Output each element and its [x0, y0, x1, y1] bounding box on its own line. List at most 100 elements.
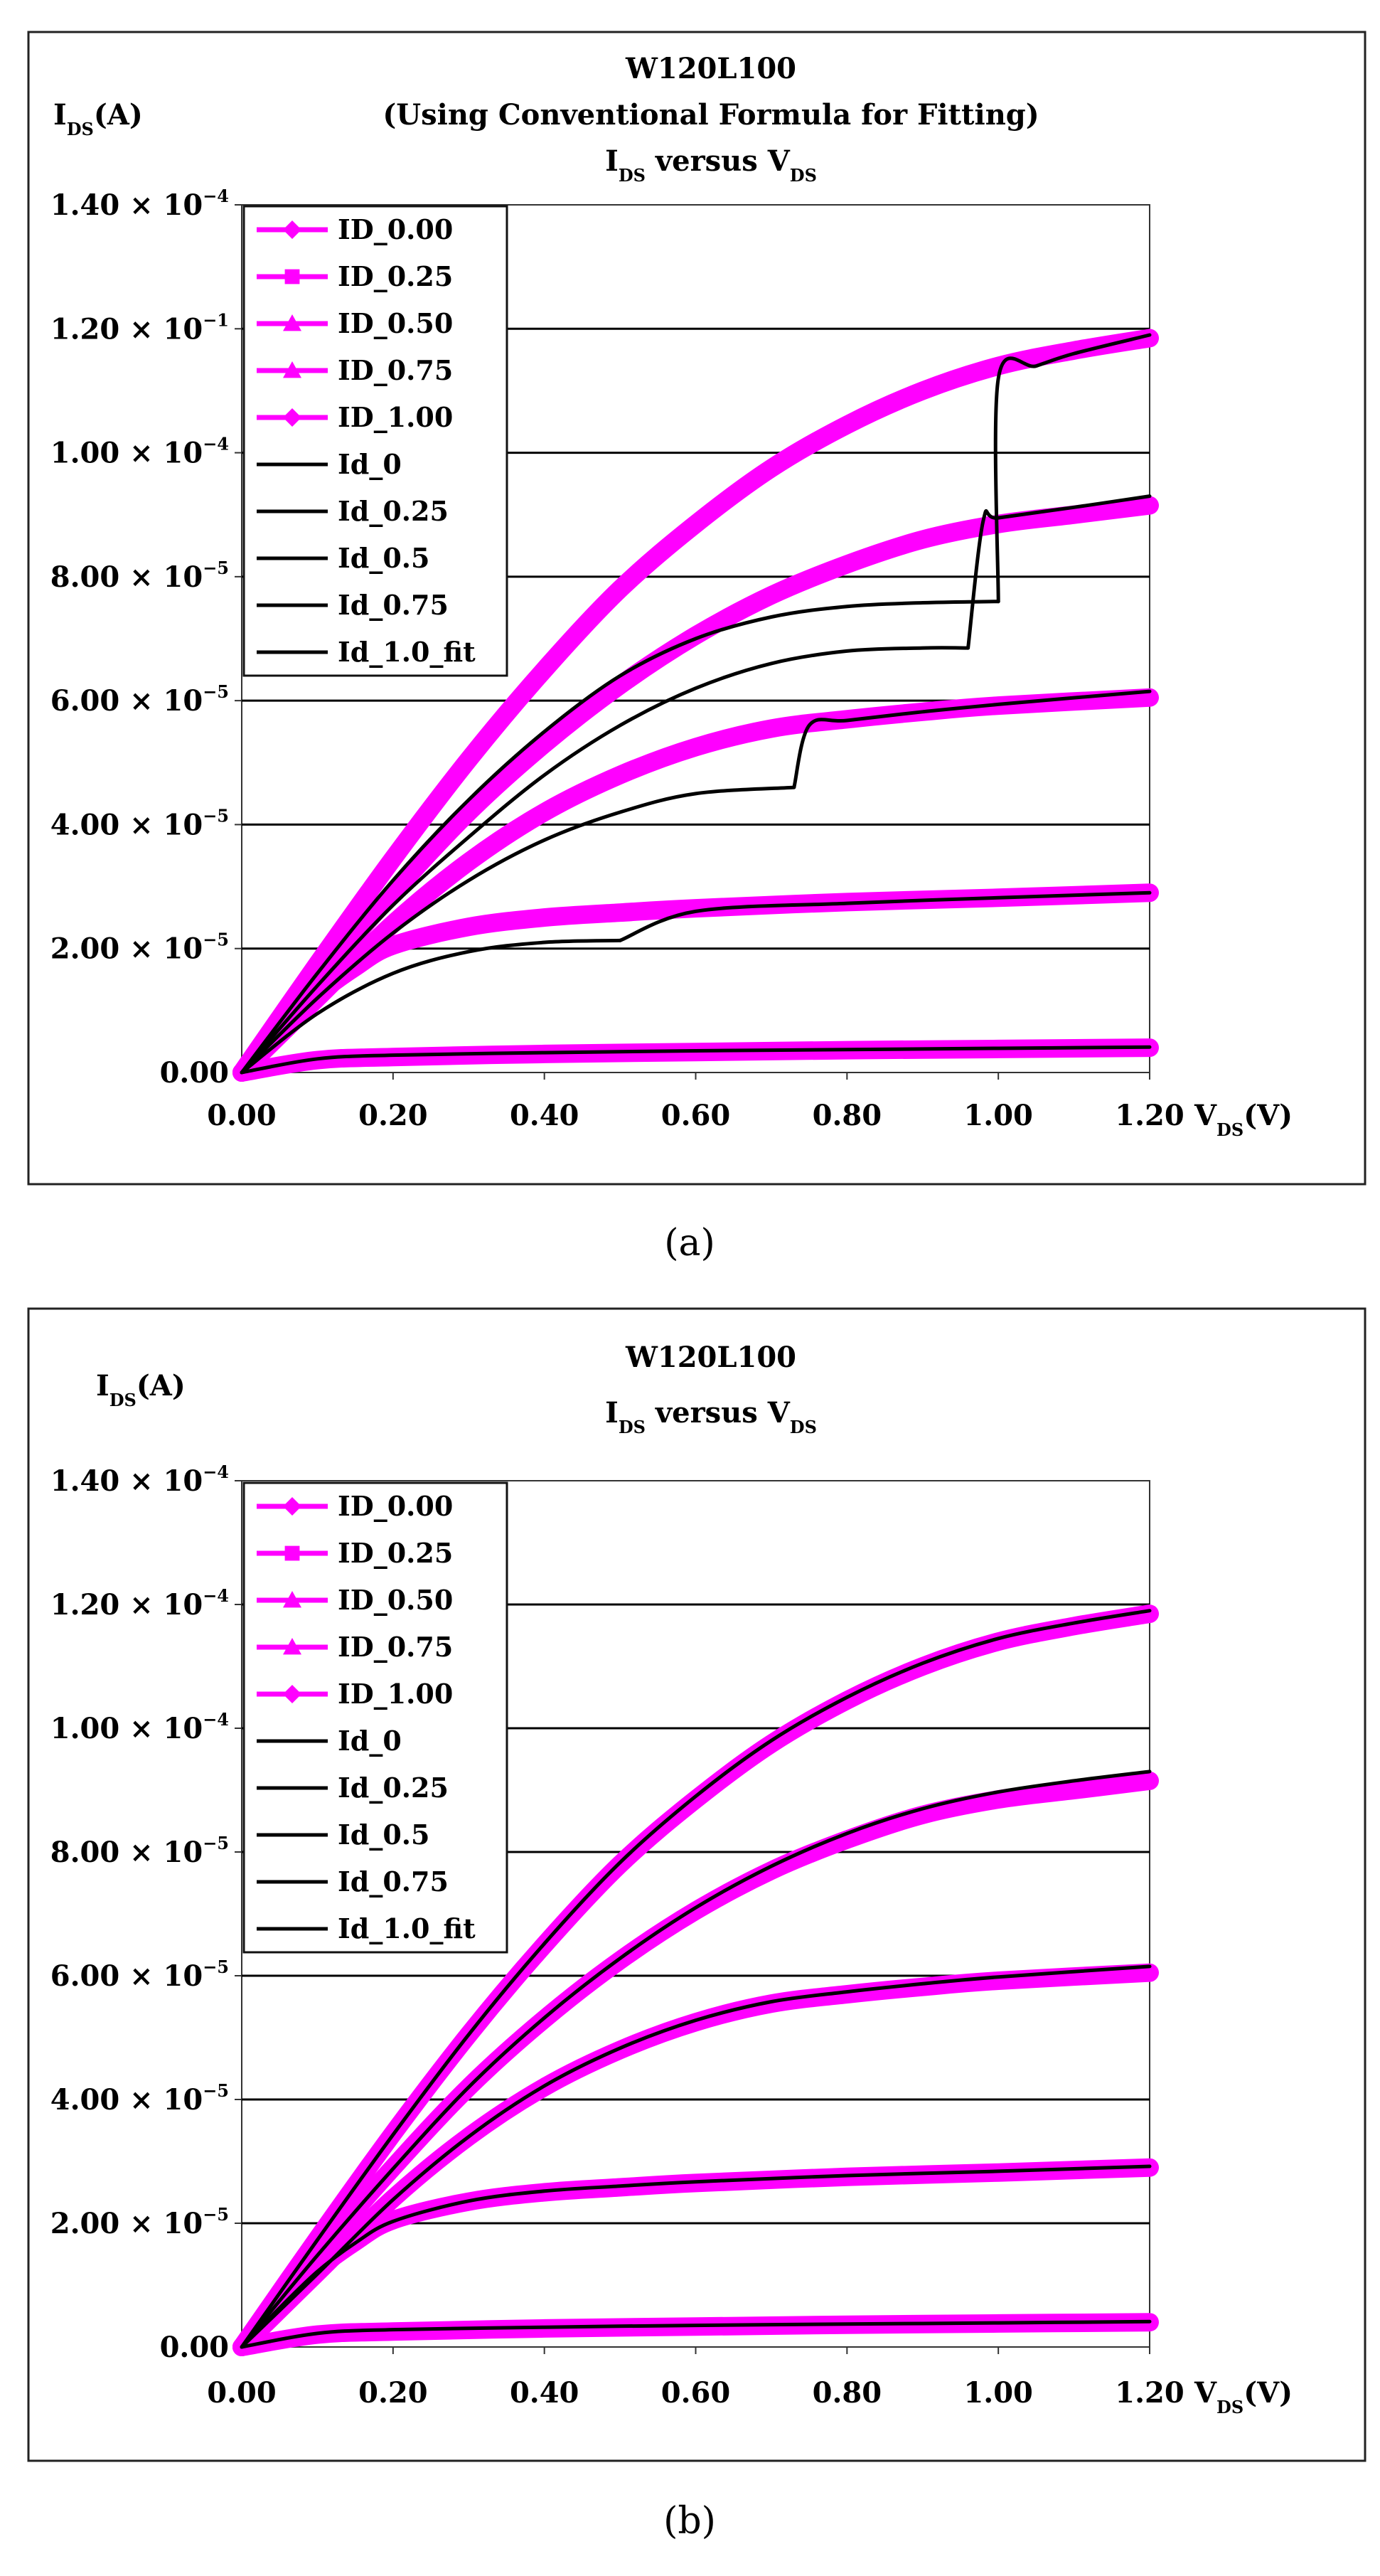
fit-series-id-0-25-saturation [618, 890, 1152, 942]
y-tick-label: 6.00 × 10−5 [50, 1957, 229, 1993]
x-tick-label: 0.20 [358, 1099, 427, 1132]
fit-series-id-0 [240, 2319, 1152, 2349]
legend-label-id-1-00: ID_1.00 [338, 401, 453, 433]
fit-series-id-0-75 [240, 1769, 1152, 2349]
x-tick-label: 0.80 [813, 1099, 882, 1132]
legend-label-id-0-25: ID_0.25 [338, 1537, 453, 1569]
legend-marker-id-0 [288, 1740, 296, 1742]
legend-label-id-0-50: ID_0.50 [338, 1584, 453, 1616]
legend-marker-id-0-75 [283, 361, 301, 378]
legend-marker-id-0-25 [288, 510, 296, 513]
legend-label-id-0: Id_0 [338, 448, 402, 480]
legend: ID_0.00 ID_0.25 ID_0.50 ID_0.75 ID_1.00 Id_0 I… [242, 205, 508, 677]
y-tick-label: 0.00 [160, 2331, 229, 2364]
x-tick-label: 0.00 [207, 1099, 276, 1132]
legend-label-id-0-75: Id_0.75 [338, 1866, 449, 1898]
y-tick-label: 8.00 × 10−5 [50, 558, 229, 594]
legend-label-id-0-75: ID_0.75 [338, 1631, 453, 1663]
legend-box [242, 205, 508, 677]
fit-series-id-0-5-saturation [792, 689, 1152, 789]
legend-marker-id-0-5 [288, 557, 296, 560]
y-tick-label: 1.20 × 10−4 [50, 1585, 229, 1622]
legend-marker-id-1-00 [283, 408, 301, 427]
x-tick-label: 0.40 [510, 2376, 579, 2410]
fit-series-id-1-0-fit [240, 1609, 1152, 2349]
y-tick-label: 0.00 [160, 1056, 229, 1090]
legend-marker-id-0-00 [283, 220, 301, 239]
legend-marker-id-0-25 [288, 1787, 296, 1789]
fit-series-id-0 [240, 1045, 1152, 1075]
y-tick-label: 1.00 × 10−4 [50, 1709, 229, 1745]
y-tick-label: 4.00 × 10−5 [50, 805, 229, 841]
legend-marker-id-1-0-fit [288, 651, 296, 654]
y-tick-label: 2.00 × 10−5 [50, 2204, 229, 2240]
legend-marker-id-0-75 [288, 604, 296, 607]
fit-series-id-1-0-fit-saturation [993, 333, 1152, 604]
legend-marker-id-0-5 [288, 1833, 296, 1836]
panel-a: W120L100 (Using Conventional Formula for… [27, 31, 1366, 1186]
measured-series-id-1-00 [232, 329, 1159, 1082]
y-ticks: 0.00 2.00 × 10−5 4.00 × 10−5 6.00 × 10−5 8.0… [50, 1462, 242, 2364]
legend-marker-id-0-50 [283, 314, 301, 331]
fit-series-id-0-5 [240, 1964, 1152, 2349]
x-tick-label: 0.00 [207, 2376, 276, 2410]
x-tick-label: 0.60 [661, 1099, 730, 1132]
panel-b-caption: (b) [663, 2500, 716, 2543]
legend-label-id-0-00: ID_0.00 [338, 1490, 453, 1522]
x-tick-label: 0.80 [813, 2376, 882, 2410]
x-ticks: 0.00 0.20 0.40 0.60 0.80 1.00 1.20 [207, 2347, 1184, 2410]
x-tick-label: 1.20 [1115, 1099, 1184, 1132]
y-tick-label: 1.20 × 10−1 [50, 309, 229, 346]
legend-marker-id-0-25 [284, 1545, 300, 1561]
y-tick-label: 2.00 × 10−5 [50, 930, 229, 966]
chart-title: W120L100 [625, 52, 796, 85]
legend-label-id-0-5: Id_0.5 [338, 1819, 429, 1851]
x-tick-label: 1.20 [1115, 2376, 1184, 2410]
series-layer [232, 329, 1159, 1082]
legend-marker-id-1-00 [283, 1685, 301, 1703]
x-tick-label: 1.00 [963, 1099, 1032, 1132]
legend-marker-id-0-50 [283, 1591, 301, 1608]
y-ticks: 0.00 2.00 × 10−5 4.00 × 10−5 6.00 × 10−5 8.0… [50, 186, 242, 1090]
legend-box [242, 1481, 508, 1954]
panel-b: W120L100 IDS versus VDS IDS(A) 0.002.00 … [27, 1307, 1366, 2462]
y-tick-label: 1.40 × 10−4 [50, 186, 229, 222]
x-tick-label: 1.00 [963, 2376, 1032, 2410]
legend-label-id-1-00: ID_1.00 [338, 1678, 453, 1710]
y-tick-label: 8.00 × 10−5 [50, 1833, 229, 1869]
legend-label-id-0-00: ID_0.00 [338, 213, 453, 245]
legend-marker-id-0-75 [288, 1880, 296, 1883]
legend: ID_0.00 ID_0.25 ID_0.50 ID_0.75 ID_1.00 Id_0 I… [242, 1481, 508, 1954]
x-ticks: 0.00 0.20 0.40 0.60 0.80 1.00 1.20 [207, 1073, 1184, 1132]
panel-a-caption: (a) [664, 1222, 715, 1265]
y-tick-label: 4.00 × 10−5 [50, 2080, 229, 2117]
y-tick-label: 1.00 × 10−4 [50, 434, 229, 470]
chart-subtitle: (Using Conventional Formula for Fitting) [383, 98, 1039, 132]
legend-label-id-0-50: ID_0.50 [338, 307, 453, 339]
legend-label-id-0-25: ID_0.25 [338, 260, 453, 292]
legend-label-id-0-25: Id_0.25 [338, 1772, 449, 1804]
legend-marker-id-0-00 [283, 1497, 301, 1516]
legend-marker-id-1-0-fit [288, 1927, 296, 1930]
y-tick-label: 6.00 × 10−5 [50, 681, 229, 718]
legend-marker-id-0-25 [284, 269, 300, 284]
x-tick-label: 0.60 [661, 2376, 730, 2410]
fit-series-id-0-25-linear [240, 938, 622, 1075]
x-tick-label: 0.40 [510, 1099, 579, 1132]
legend-label-id-1-0-fit: Id_1.0_fit [338, 1912, 476, 1944]
fit-series-id-1-0-fit-linear [240, 600, 1000, 1075]
fit-series-id-0-5-linear [240, 785, 796, 1075]
legend-marker-id-0-75 [283, 1638, 301, 1655]
legend-label-id-0: Id_0 [338, 1725, 402, 1757]
legend-label-id-0-25: Id_0.25 [338, 495, 449, 527]
y-tick-label: 1.40 × 10−4 [50, 1462, 229, 1498]
x-tick-label: 0.20 [358, 2376, 427, 2410]
series-layer [232, 1604, 1159, 2356]
legend-label-id-0-75: ID_0.75 [338, 354, 453, 386]
legend-label-id-0-5: Id_0.5 [338, 542, 429, 574]
legend-marker-id-0 [288, 463, 296, 466]
fit-series-id-0-75-linear [240, 646, 970, 1075]
legend-label-id-1-0-fit: Id_1.0_fit [338, 636, 476, 668]
legend-label-id-0-75: Id_0.75 [338, 589, 449, 621]
